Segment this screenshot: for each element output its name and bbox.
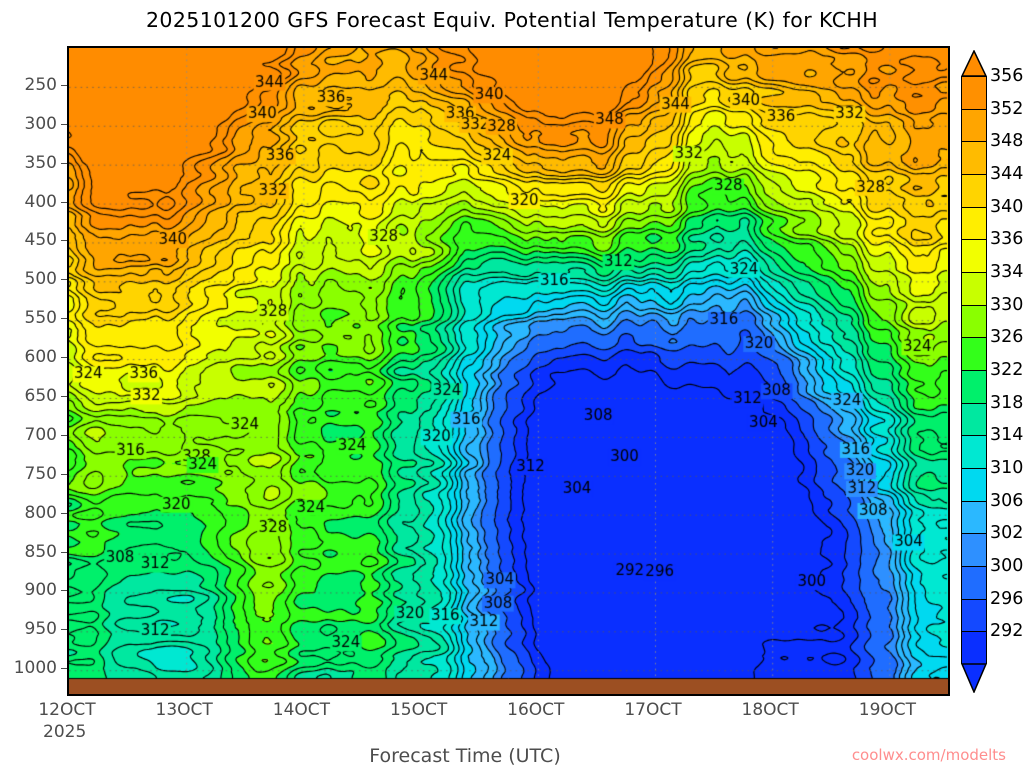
- colorbar-band: [962, 403, 986, 437]
- x-axis-tick-label: 18OCT: [741, 700, 799, 720]
- colorbar-tick-label: 322: [990, 360, 1024, 380]
- colorbar-band: [962, 142, 986, 175]
- colorbar[interactable]: [960, 49, 988, 694]
- colorbar-tick-label: 296: [990, 588, 1024, 609]
- y-axis-tick-label: 500: [24, 269, 57, 290]
- colorbar-band: [962, 272, 986, 306]
- colorbar-band: [962, 338, 986, 371]
- colorbar-band: [962, 501, 986, 535]
- y-axis-tick-label: 1000: [13, 658, 57, 679]
- y-axis-tick-label: 900: [24, 580, 57, 601]
- x-axis-tick-label: 17OCT: [624, 700, 682, 720]
- y-axis-tick-mark: [61, 473, 67, 475]
- colorbar-band: [962, 566, 986, 600]
- colorbar-tick-label: 352: [990, 98, 1024, 119]
- colorbar-tick-label: 344: [990, 164, 1024, 184]
- y-axis-tick-mark: [61, 512, 67, 514]
- y-axis-tick-label: 700: [24, 424, 57, 445]
- colorbar-tick-label: 318: [990, 392, 1024, 413]
- y-axis-tick-mark: [61, 318, 67, 320]
- y-axis: 250 300 350 400 450 500 550 600 650 700 750 800 850 9…: [0, 46, 67, 696]
- y-axis-tick-label: 850: [24, 541, 57, 562]
- x-axis-year-label: 2025: [43, 722, 87, 742]
- y-axis-tick-mark: [61, 551, 67, 553]
- y-axis-tick-mark: [61, 123, 67, 125]
- colorbar-band: [962, 77, 986, 110]
- colorbar-band: [962, 109, 986, 143]
- y-axis-tick-label: 750: [24, 463, 57, 484]
- x-axis: 12OCT 13OCT 14OCT 15OCT 16OCT 17OCT 18OCT 19OCT: [0, 700, 1024, 730]
- colorbar-overflow-bottom-arrow: [960, 663, 988, 694]
- colorbar-tick-label: 334: [990, 262, 1024, 282]
- y-axis-tick-mark: [61, 396, 67, 397]
- colorbar-tick-label: 326: [990, 327, 1024, 348]
- y-axis-tick-label: 800: [24, 502, 57, 523]
- y-axis-tick-label: 450: [24, 230, 57, 251]
- x-axis-tick-label: 13OCT: [155, 700, 213, 720]
- colorbar-band: [962, 632, 986, 665]
- colorbar-overflow-top-arrow: [960, 49, 988, 77]
- colorbar-band: [962, 240, 986, 273]
- page-title: 2025101200 GFS Forecast Equiv. Potential…: [145, 8, 879, 32]
- contour-plot-canvas: [69, 48, 948, 694]
- y-axis-tick-mark: [61, 357, 67, 359]
- y-axis-tick-label: 400: [24, 191, 57, 212]
- colorbar-tick-label: 300: [990, 556, 1024, 576]
- colorbar-tick-label: 340: [990, 196, 1024, 217]
- x-axis-tick-label: 19OCT: [858, 700, 917, 720]
- colorbar-tick-label: 330: [990, 294, 1024, 315]
- plot-area: [67, 46, 950, 696]
- colorbar-band: [962, 174, 986, 208]
- y-axis-tick-label: 550: [24, 308, 57, 329]
- colorbar-band: [962, 468, 986, 502]
- y-axis-tick-label: 600: [24, 347, 57, 368]
- colorbar-tick-label: 310: [990, 458, 1024, 478]
- y-axis-tick-label: 300: [24, 113, 57, 134]
- colorbar-tick-label: 302: [990, 523, 1024, 544]
- y-axis-tick-mark: [61, 201, 67, 203]
- y-axis-tick-mark: [61, 84, 67, 86]
- colorbar-band: [962, 599, 986, 633]
- watermark-link[interactable]: coolwx.com/modelts: [851, 746, 1006, 764]
- colorbar-band: [962, 305, 986, 339]
- y-axis-tick-mark: [61, 668, 67, 670]
- y-axis-tick-label: 250: [24, 74, 57, 95]
- y-axis-tick-mark: [61, 240, 67, 242]
- y-axis-tick-label: 650: [24, 386, 57, 406]
- colorbar-labels: 356 352 348 344 340 336 334 330 326 322 318 314 310 3…: [990, 50, 1024, 690]
- colorbar-band: [962, 207, 986, 241]
- y-axis-tick-mark: [61, 590, 67, 592]
- y-axis-tick-mark: [61, 434, 67, 436]
- y-axis-tick-label: 350: [24, 152, 57, 173]
- colorbar-tick-label: 356: [990, 66, 1024, 86]
- colorbar-band: [962, 436, 986, 469]
- colorbar-bands: [961, 76, 987, 665]
- x-axis-tick-label: 16OCT: [507, 700, 565, 720]
- y-axis-tick-mark: [61, 629, 67, 631]
- y-axis-tick-mark: [61, 162, 67, 164]
- x-axis-tick-label: 14OCT: [272, 700, 331, 720]
- colorbar-tick-label: 306: [990, 490, 1024, 511]
- colorbar-band: [962, 370, 986, 404]
- x-axis-title: Forecast Time (UTC): [369, 745, 561, 767]
- y-axis-tick-mark: [61, 279, 67, 281]
- colorbar-tick-label: 314: [990, 425, 1024, 446]
- colorbar-tick-label: 348: [990, 131, 1024, 152]
- x-axis-tick-label: 12OCT: [38, 700, 96, 720]
- colorbar-tick-label: 336: [990, 229, 1024, 250]
- colorbar-tick-label: 292: [990, 621, 1024, 642]
- x-axis-tick-label: 15OCT: [389, 700, 448, 720]
- colorbar-band: [962, 534, 986, 567]
- y-axis-tick-label: 950: [24, 619, 57, 640]
